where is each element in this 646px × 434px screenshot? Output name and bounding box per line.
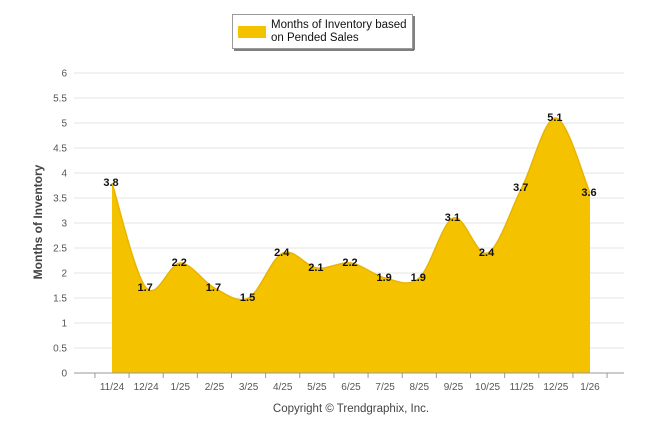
x-tick-label: 12/25 bbox=[543, 382, 568, 393]
data-label: 1.7 bbox=[206, 282, 221, 294]
y-tick-label: 4.5 bbox=[53, 144, 67, 155]
y-tick-label: 2 bbox=[61, 269, 67, 280]
x-tick-label: 4/25 bbox=[273, 382, 293, 393]
x-tick-label: 9/25 bbox=[444, 382, 464, 393]
y-tick-label: 1 bbox=[61, 319, 67, 330]
data-label: 1.9 bbox=[376, 272, 391, 284]
data-label: 2.4 bbox=[274, 247, 290, 259]
y-tick-label: 4 bbox=[61, 169, 67, 180]
y-tick-label: 1.5 bbox=[53, 294, 67, 305]
data-label: 3.7 bbox=[513, 182, 528, 194]
x-tick-label: 11/25 bbox=[510, 382, 535, 393]
data-label: 2.1 bbox=[308, 262, 323, 274]
y-tick-label: 2.5 bbox=[53, 244, 67, 255]
data-label: 1.9 bbox=[411, 272, 426, 284]
x-tick-label: 1/26 bbox=[580, 382, 600, 393]
data-label: 3.6 bbox=[581, 187, 596, 199]
copyright-credit: Copyright © Trendgraphix, Inc. bbox=[273, 403, 429, 415]
x-tick-label: 2/25 bbox=[205, 382, 225, 393]
x-tick-label: 7/25 bbox=[375, 382, 395, 393]
data-label: 3.1 bbox=[445, 212, 460, 224]
data-label: 5.1 bbox=[547, 112, 562, 124]
x-tick-label: 3/25 bbox=[239, 382, 259, 393]
y-axis: 0 0.5 1 1.5 2 2.5 3 3.5 4 4.5 5 5.5 6 bbox=[53, 69, 67, 380]
x-tick-label: 12/24 bbox=[134, 382, 159, 393]
data-labels: 3.8 1.7 2.2 1.7 1.5 2.4 2.1 2.2 1.9 1.9 3.1 2.4 3.7 5… bbox=[103, 112, 596, 304]
x-axis: 11/24 12/24 1/25 2/25 3/25 4/25 5/25 6/25 7/25 8/… bbox=[74, 372, 624, 393]
series-area-fill[interactable] bbox=[112, 117, 590, 374]
legend[interactable]: Months of Inventory based on Pended Sale… bbox=[232, 14, 415, 51]
data-label: 1.5 bbox=[240, 292, 255, 304]
y-axis-title: Months of Inventory bbox=[31, 164, 45, 279]
legend-label-line-1: Months of Inventory based bbox=[271, 19, 407, 31]
legend-swatch bbox=[238, 26, 266, 38]
legend-label-line-2: on Pended Sales bbox=[271, 32, 359, 44]
y-tick-label: 3 bbox=[61, 219, 67, 230]
data-label: 2.2 bbox=[342, 257, 357, 269]
data-label: 2.4 bbox=[479, 247, 495, 259]
y-tick-label: 5.5 bbox=[53, 94, 67, 105]
data-label: 2.2 bbox=[172, 257, 187, 269]
x-tick-label: 5/25 bbox=[307, 382, 327, 393]
series-line bbox=[111, 117, 591, 301]
data-label: 1.7 bbox=[137, 282, 152, 294]
data-label: 3.8 bbox=[103, 177, 118, 189]
x-tick-label: 1/25 bbox=[171, 382, 191, 393]
x-tick-label: 10/25 bbox=[475, 382, 500, 393]
y-tick-label: 0.5 bbox=[53, 344, 67, 355]
series-area bbox=[111, 117, 591, 374]
y-tick-label: 0 bbox=[61, 369, 67, 380]
x-tick-label: 8/25 bbox=[410, 382, 430, 393]
y-tick-label: 3.5 bbox=[53, 194, 67, 205]
y-tick-label: 5 bbox=[61, 119, 67, 130]
y-tick-label: 6 bbox=[61, 69, 67, 80]
x-tick-label: 6/25 bbox=[341, 382, 361, 393]
x-tick-label: 11/24 bbox=[100, 382, 125, 393]
